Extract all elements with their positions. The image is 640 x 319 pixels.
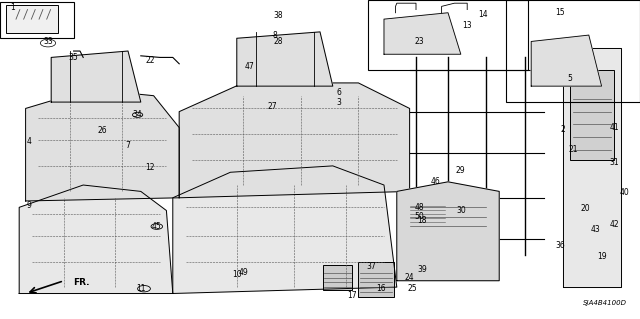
- Bar: [323, 265, 352, 290]
- Polygon shape: [384, 13, 461, 54]
- Text: 28: 28: [274, 37, 283, 46]
- Bar: [403, 201, 493, 233]
- Text: 20: 20: [580, 204, 591, 213]
- Text: 26: 26: [97, 126, 108, 135]
- Text: 23: 23: [414, 37, 424, 46]
- Text: SJA4B4100D: SJA4B4100D: [583, 300, 627, 306]
- Polygon shape: [19, 185, 173, 293]
- Text: 27: 27: [267, 102, 277, 111]
- Text: 19: 19: [596, 252, 607, 261]
- Polygon shape: [563, 48, 621, 287]
- Text: 33: 33: [43, 37, 53, 46]
- Text: 17: 17: [347, 291, 357, 300]
- Polygon shape: [26, 89, 179, 201]
- Polygon shape: [397, 182, 499, 281]
- Text: FR.: FR.: [74, 278, 90, 287]
- Text: 47: 47: [244, 63, 255, 71]
- Polygon shape: [51, 51, 141, 102]
- Text: 3: 3: [337, 98, 342, 107]
- Text: 36: 36: [555, 241, 565, 250]
- Text: 40: 40: [619, 189, 629, 197]
- Text: 45: 45: [152, 222, 162, 231]
- Text: 22: 22: [146, 56, 155, 65]
- Text: 38: 38: [273, 11, 284, 20]
- Bar: [368, 0, 528, 70]
- Text: 15: 15: [555, 8, 565, 17]
- Bar: [506, 0, 640, 102]
- Text: 6: 6: [337, 88, 342, 97]
- Bar: [0, 2, 74, 38]
- Text: 18: 18: [418, 216, 427, 225]
- Polygon shape: [179, 83, 410, 198]
- Text: 8: 8: [273, 31, 278, 40]
- Polygon shape: [173, 166, 397, 293]
- Text: 30: 30: [456, 206, 466, 215]
- Text: 43: 43: [590, 225, 600, 234]
- Text: 34: 34: [132, 110, 143, 119]
- Text: 14: 14: [478, 10, 488, 19]
- Bar: [358, 262, 394, 297]
- Text: 48: 48: [414, 203, 424, 212]
- Text: 10: 10: [232, 270, 242, 279]
- Text: 4: 4: [26, 137, 31, 146]
- Text: 39: 39: [417, 265, 428, 274]
- Bar: [408, 201, 447, 225]
- Text: 9: 9: [26, 201, 31, 210]
- Text: 11: 11: [136, 284, 145, 293]
- Text: 42: 42: [609, 220, 620, 229]
- Text: 16: 16: [376, 284, 386, 293]
- Text: 5: 5: [567, 74, 572, 83]
- Text: 41: 41: [609, 123, 620, 132]
- Text: 24: 24: [404, 273, 415, 282]
- Text: 50: 50: [414, 212, 424, 221]
- Text: 37: 37: [366, 262, 376, 271]
- Text: 25: 25: [408, 284, 418, 293]
- Text: 35: 35: [68, 53, 79, 62]
- Text: 46: 46: [430, 177, 440, 186]
- Polygon shape: [237, 32, 333, 86]
- Text: 12: 12: [146, 163, 155, 172]
- Text: 2: 2: [561, 125, 566, 134]
- Text: 49: 49: [238, 268, 248, 277]
- Polygon shape: [531, 35, 602, 86]
- Text: 31: 31: [609, 158, 620, 167]
- Text: 13: 13: [462, 21, 472, 30]
- Bar: [570, 70, 614, 160]
- Text: 29: 29: [456, 166, 466, 175]
- Bar: [6, 5, 58, 33]
- Text: 1: 1: [10, 4, 15, 12]
- Text: 21: 21: [568, 145, 577, 154]
- Text: 7: 7: [125, 141, 131, 150]
